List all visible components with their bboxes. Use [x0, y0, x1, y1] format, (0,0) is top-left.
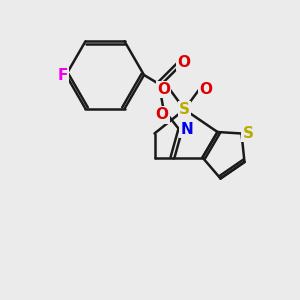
Text: O: O — [157, 82, 170, 97]
Text: O: O — [155, 107, 169, 122]
Text: O: O — [199, 82, 212, 97]
Text: O: O — [177, 55, 190, 70]
Text: F: F — [58, 68, 68, 82]
Text: N: N — [180, 122, 193, 136]
Text: S: S — [179, 102, 190, 117]
Text: S: S — [243, 126, 254, 141]
